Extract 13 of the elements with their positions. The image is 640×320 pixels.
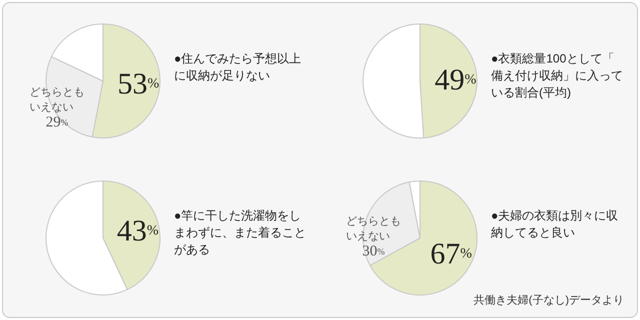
text: ●夫婦の衣類は別々に収納してると良い <box>491 208 618 240</box>
data-label: 43% <box>116 214 159 248</box>
text: 共働き夫婦(子なし)データより <box>474 294 624 306</box>
data-label: 53% <box>118 67 160 100</box>
data-label: 30% <box>362 244 386 260</box>
data-label: 67% <box>430 238 472 271</box>
text: ●竿に干した洗濯物をしまわずに、また着ることがある <box>174 208 306 256</box>
data-label: 49% <box>434 64 477 97</box>
slice-label: どちらともいえない <box>346 216 401 243</box>
data-label: 29% <box>46 114 69 130</box>
text: ●住んでみたら予想以上に収納が足りない <box>174 52 302 82</box>
slice-label: どちらともいえない <box>29 86 84 114</box>
text: ●衣類総量100として「備え付け収納」に入っている割合(平均) <box>491 52 623 100</box>
